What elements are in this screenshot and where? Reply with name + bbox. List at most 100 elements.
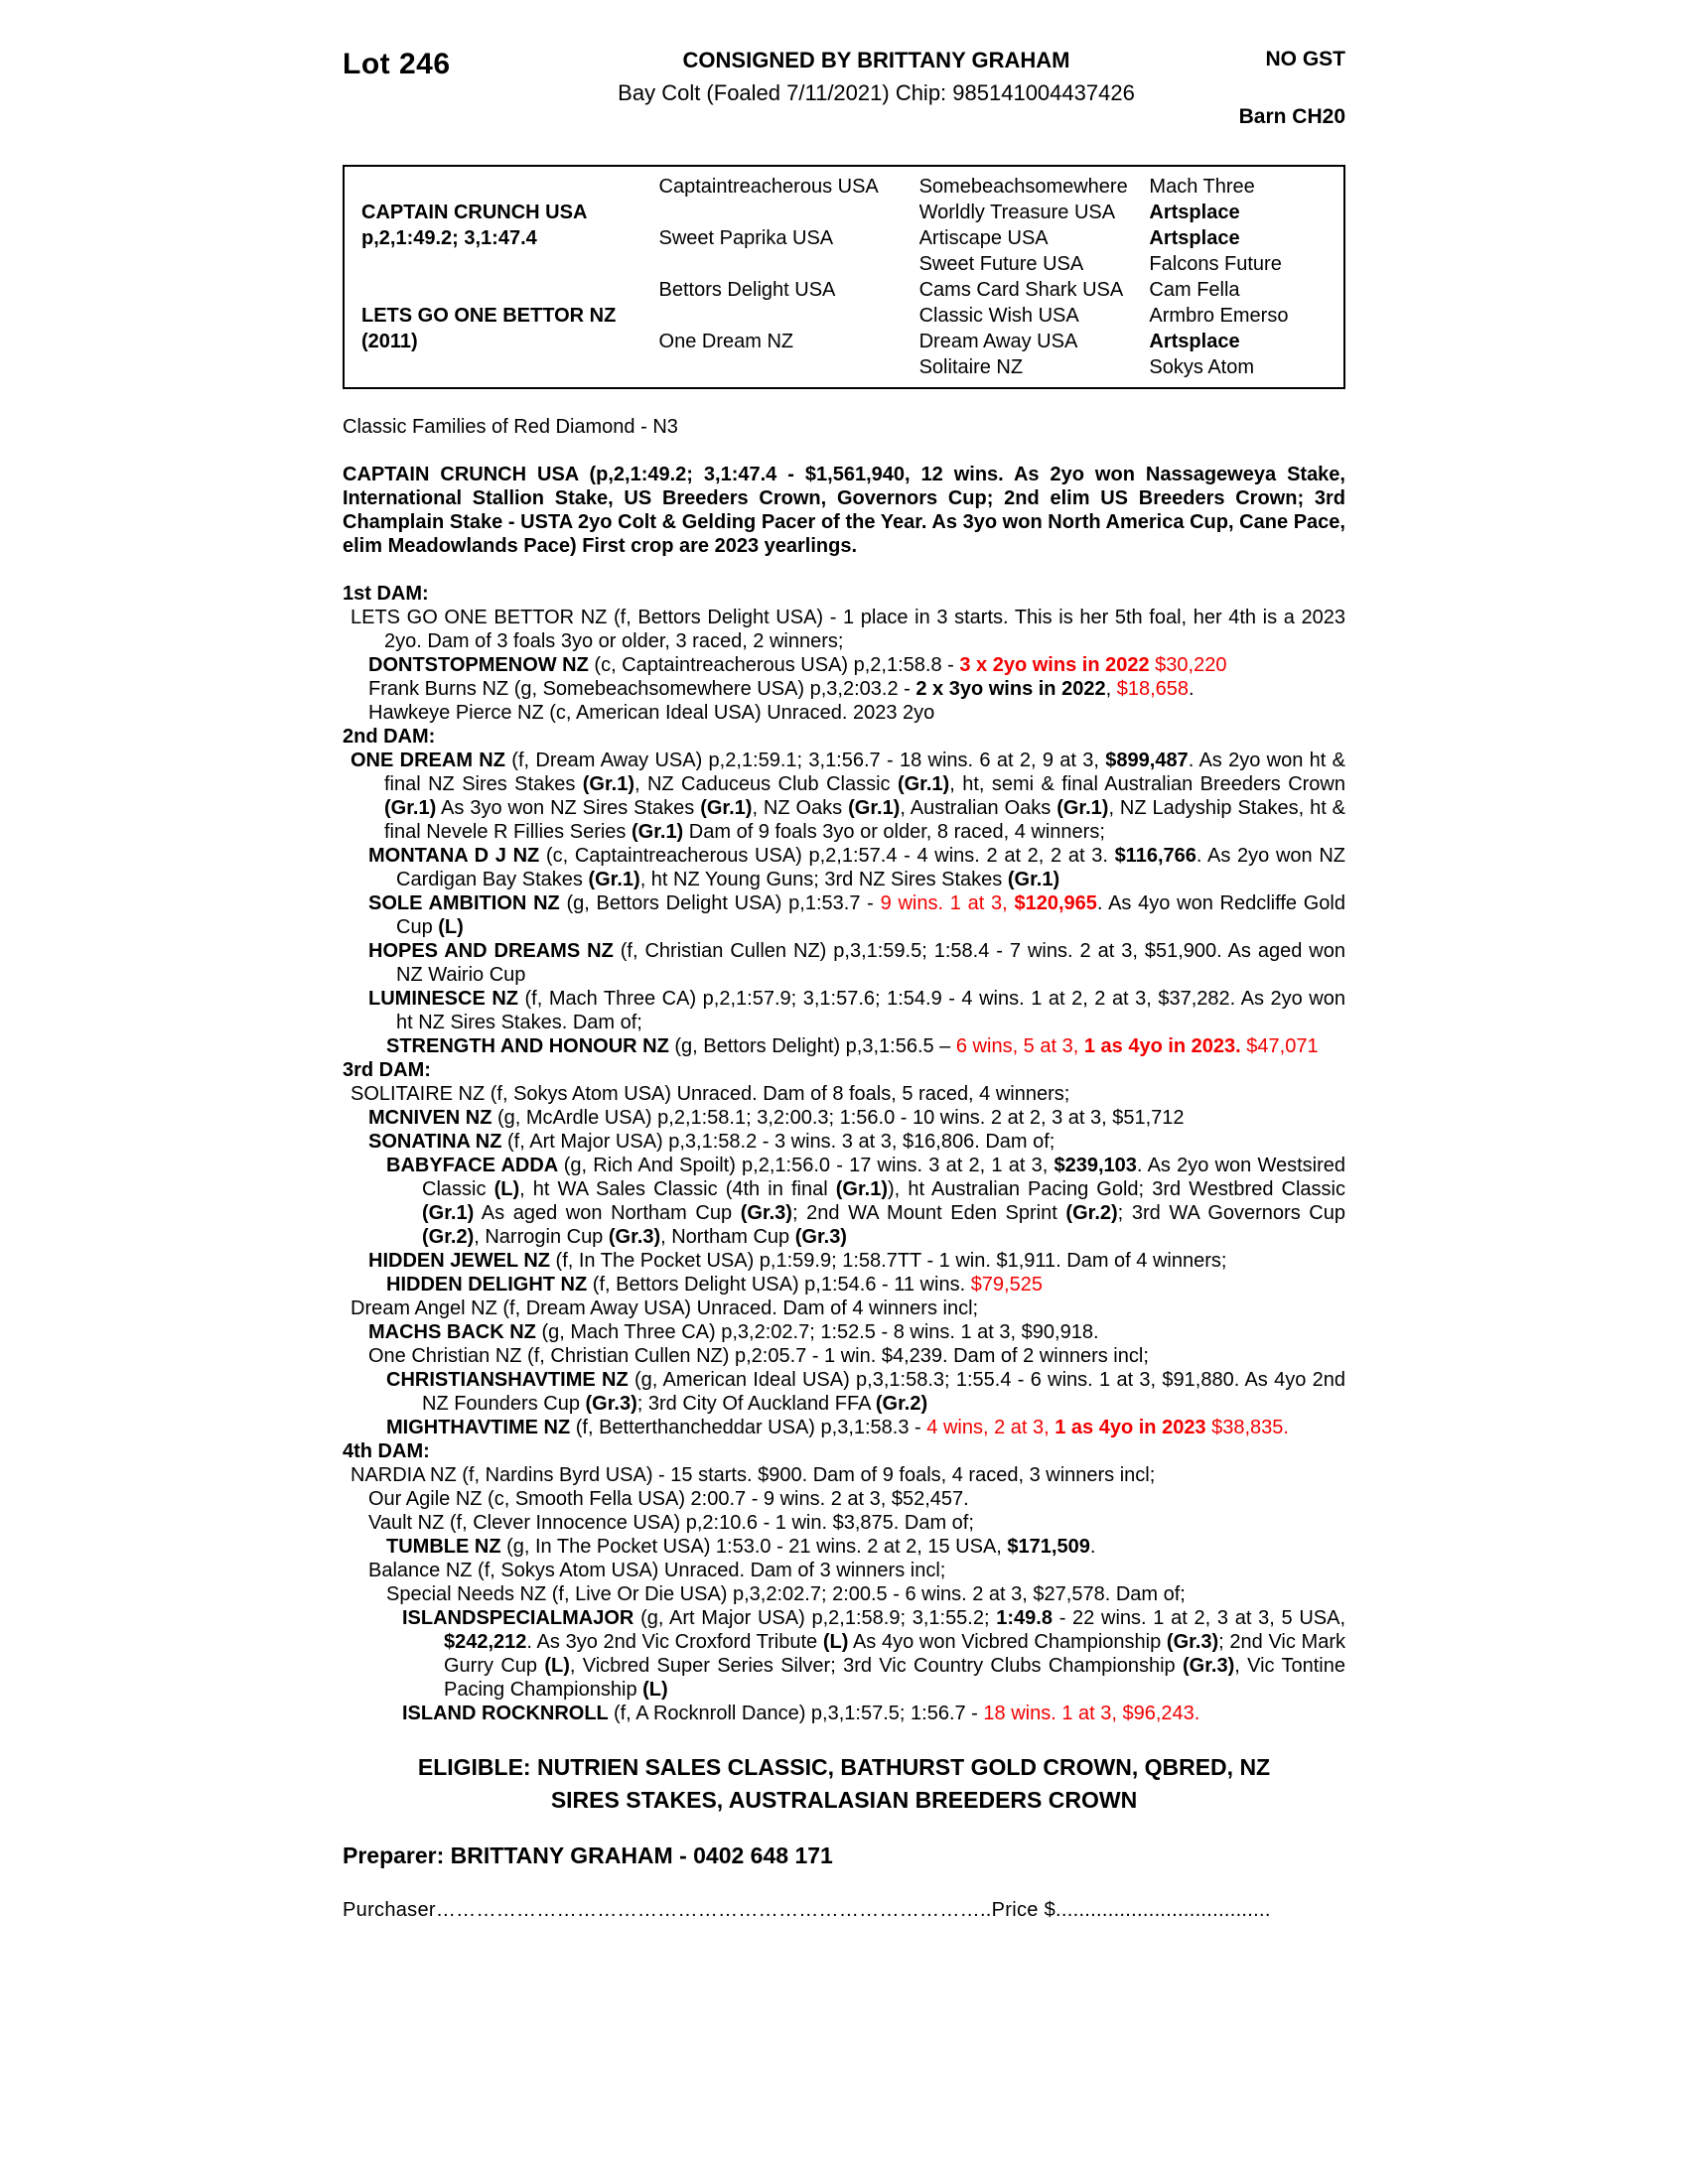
text-segment: , [1105, 678, 1117, 700]
text-segment: CHRISTIANSHAVTIME NZ [386, 1369, 634, 1391]
pedigree-row: Captaintreacherous USA Somebeachsomewhere… [344, 166, 1344, 200]
text-segment: MCNIVEN NZ [368, 1107, 497, 1129]
pedigree-cell: p,2,1:49.2; 3,1:47.4 [361, 227, 537, 249]
text-segment: Dam of 9 foals 3yo or older, 8 raced, 4 … [683, 821, 1105, 843]
pedigree-entry: HOPES AND DREAMS NZ (f, Christian Cullen… [343, 939, 1345, 987]
pedigree-entry: Balance NZ (f, Sokys Atom USA) Unraced. … [343, 1559, 1345, 1582]
text-segment: $79,525 [970, 1274, 1043, 1296]
dam-section-heading: 4th DAM: [343, 1439, 1345, 1463]
eligible-heading: ELIGIBLE: NUTRIEN SALES CLASSIC, BATHURS… [343, 1751, 1345, 1817]
pedigree-entry: ISLAND ROCKNROLL (f, A Rocknroll Dance) … [343, 1702, 1345, 1725]
dam-section-heading: 1st DAM: [343, 582, 1345, 606]
pedigree-entry: TUMBLE NZ (g, In The Pocket USA) 1:53.0 … [343, 1535, 1345, 1559]
text-segment: 1st DAM: [343, 583, 429, 605]
pedigree-entry: HIDDEN DELIGHT NZ (f, Bettors Delight US… [343, 1273, 1345, 1297]
text-segment: 4 wins, 2 at 3, [926, 1417, 1055, 1438]
text-segment: As 4yo won Vicbred Championship [848, 1631, 1167, 1653]
text-segment: $116,766 [1114, 845, 1196, 867]
text-segment: . [1089, 1536, 1096, 1558]
text-segment: ; 3rd City Of Auckland FFA [636, 1393, 876, 1415]
text-segment: $120,965 [1014, 892, 1097, 914]
pedigree-row: CAPTAIN CRUNCH USA Worldly Treasure USA Ar… [344, 200, 1344, 225]
text-segment: BABYFACE ADDA [386, 1155, 564, 1176]
text-segment: 1 as 4yo in 2023. [1083, 1035, 1241, 1057]
text-segment: MACHS BACK NZ [368, 1321, 542, 1343]
text-segment: (L) [544, 1655, 570, 1677]
pedigree-cell: Worldly Treasure USA [918, 202, 1116, 223]
text-segment: $242,212 [444, 1631, 527, 1653]
pedigree-entry: SOLITAIRE NZ (f, Sokys Atom USA) Unraced… [343, 1082, 1345, 1106]
text-segment: HIDDEN DELIGHT NZ [386, 1274, 593, 1296]
page-header: Lot 246 CONSIGNED BY BRITTANY GRAHAM Bay… [343, 48, 1345, 129]
pedigree-entry: MACHS BACK NZ (g, Mach Three CA) p,3,2:0… [343, 1320, 1345, 1344]
text-segment: As aged won Northam Cup [474, 1202, 741, 1224]
pedigree-entry: MIGHTHAVTIME NZ (f, Betterthancheddar US… [343, 1416, 1345, 1439]
text-segment: As 3yo won NZ Sires Stakes [436, 797, 701, 819]
pedigree-entry: MCNIVEN NZ (g, McArdle USA) p,2,1:58.1; … [343, 1106, 1345, 1130]
pedigree-cell: LETS GO ONE BETTOR NZ [361, 305, 617, 327]
text-segment: (Gr.1) [835, 1178, 888, 1200]
text-segment: , ht WA Sales Classic (4th in final [519, 1178, 836, 1200]
text-segment: (L) [822, 1631, 849, 1653]
text-segment: $30,220 [1155, 654, 1227, 676]
text-segment: (f, Betterthancheddar USA) p,3,1:58.3 - [575, 1417, 927, 1438]
pedigree-cell: Armbro Emerso [1149, 305, 1289, 327]
pedigree-cell: One Dream NZ [658, 331, 794, 352]
text-segment: , NZ Oaks [752, 797, 849, 819]
foal-info: Bay Colt (Foaled 7/11/2021) Chip: 985141… [618, 80, 1135, 105]
text-segment: ONE DREAM NZ [351, 750, 512, 771]
preparer-line: Preparer: BRITTANY GRAHAM - 0402 648 171 [343, 1843, 833, 1868]
text-segment: SONATINA NZ [368, 1131, 507, 1153]
text-segment: (Gr.1) [1007, 869, 1060, 890]
text-segment: 1:49.8 [996, 1607, 1053, 1629]
text-segment: ISLANDSPECIALMAJOR [402, 1607, 641, 1629]
text-segment: (L) [493, 1178, 520, 1200]
pedigree-cell: Solitaire NZ [918, 356, 1024, 378]
pedigree-row: Solitaire NZ Sokys Atom [344, 354, 1344, 388]
text-segment: 3 x 2yo wins in 2022 [959, 654, 1156, 676]
text-segment: 2nd DAM: [343, 726, 436, 748]
pedigree-cell: Bettors Delight USA [658, 279, 836, 301]
pedigree-entry: LETS GO ONE BETTOR NZ (f, Bettors Deligh… [343, 606, 1345, 653]
text-segment: Hawkeye Pierce NZ (c, American Ideal USA… [368, 702, 935, 724]
text-segment: (Gr.2) [875, 1393, 928, 1415]
pedigree-cell: Cam Fella [1149, 279, 1240, 301]
pedigree-cell: Artsplace [1149, 331, 1240, 352]
text-segment: (c, Captaintreacherous USA) p,2,1:57.4 -… [545, 845, 1115, 867]
text-segment: (g, Bettors Delight USA) p,1:53.7 - [566, 892, 881, 914]
pedigree-entry: CAPTAIN CRUNCH USA (p,2,1:49.2; 3,1:47.4… [343, 463, 1345, 558]
text-segment: Our Agile NZ (c, Smooth Fella USA) 2:00.… [368, 1488, 969, 1510]
text-segment: $171,509 [1007, 1536, 1090, 1558]
text-segment: . As 4yo won Redcliffe Gold Cup [396, 892, 1345, 938]
text-segment: (Gr.2) [422, 1226, 475, 1248]
pedigree-cell: Classic Wish USA [918, 305, 1079, 327]
text-segment: HIDDEN JEWEL NZ [368, 1250, 556, 1272]
text-segment: (L) [642, 1679, 668, 1701]
dam-section-heading: 3rd DAM: [343, 1058, 1345, 1082]
pedigree-entry: BABYFACE ADDA (g, Rich And Spoilt) p,2,1… [343, 1154, 1345, 1249]
text-segment: Dream Angel NZ (f, Dream Away USA) Unrac… [351, 1297, 979, 1319]
text-segment: (f, In The Pocket USA) p,1:59.9; 1:58.7T… [555, 1250, 1227, 1272]
text-segment: SOLE AMBITION NZ [368, 892, 567, 914]
text-segment: , ht NZ Young Guns; 3rd NZ Sires Stakes [639, 869, 1008, 890]
text-segment: . [1189, 678, 1195, 700]
text-segment: (Gr.3) [1183, 1655, 1235, 1677]
pedigree-cell [344, 166, 659, 200]
pedigree-entry: One Christian NZ (f, Christian Cullen NZ… [343, 1344, 1345, 1368]
text-segment: (Gr.1) [582, 773, 634, 795]
pedigree-cell: Artsplace [1149, 202, 1240, 223]
text-segment: SOLITAIRE NZ (f, Sokys Atom USA) Unraced… [351, 1083, 1070, 1105]
pedigree-cell [659, 303, 919, 329]
text-segment: , Northam Cup [660, 1226, 795, 1248]
purchaser-price-line: Purchaser………………………………………………………………………..Pr… [343, 1899, 1271, 1921]
pedigree-cell: Cams Card Shark USA [918, 279, 1124, 301]
pedigree-entry: DONTSTOPMENOW NZ (c, Captaintreacherous … [343, 653, 1345, 677]
text-segment: CAPTAIN CRUNCH USA (p,2,1:49.2; 3,1:47.4… [343, 464, 1345, 557]
no-gst-label: NO GST [1265, 48, 1345, 70]
pedigree-cell [659, 354, 919, 388]
text-segment: $239,103 [1054, 1155, 1137, 1176]
family-note: Classic Families of Red Diamond - N3 [343, 416, 678, 438]
text-segment: , Vic Tontine Pacing Championship [444, 1655, 1345, 1701]
pedigree-entries: CAPTAIN CRUNCH USA (p,2,1:49.2; 3,1:47.4… [343, 463, 1345, 1725]
